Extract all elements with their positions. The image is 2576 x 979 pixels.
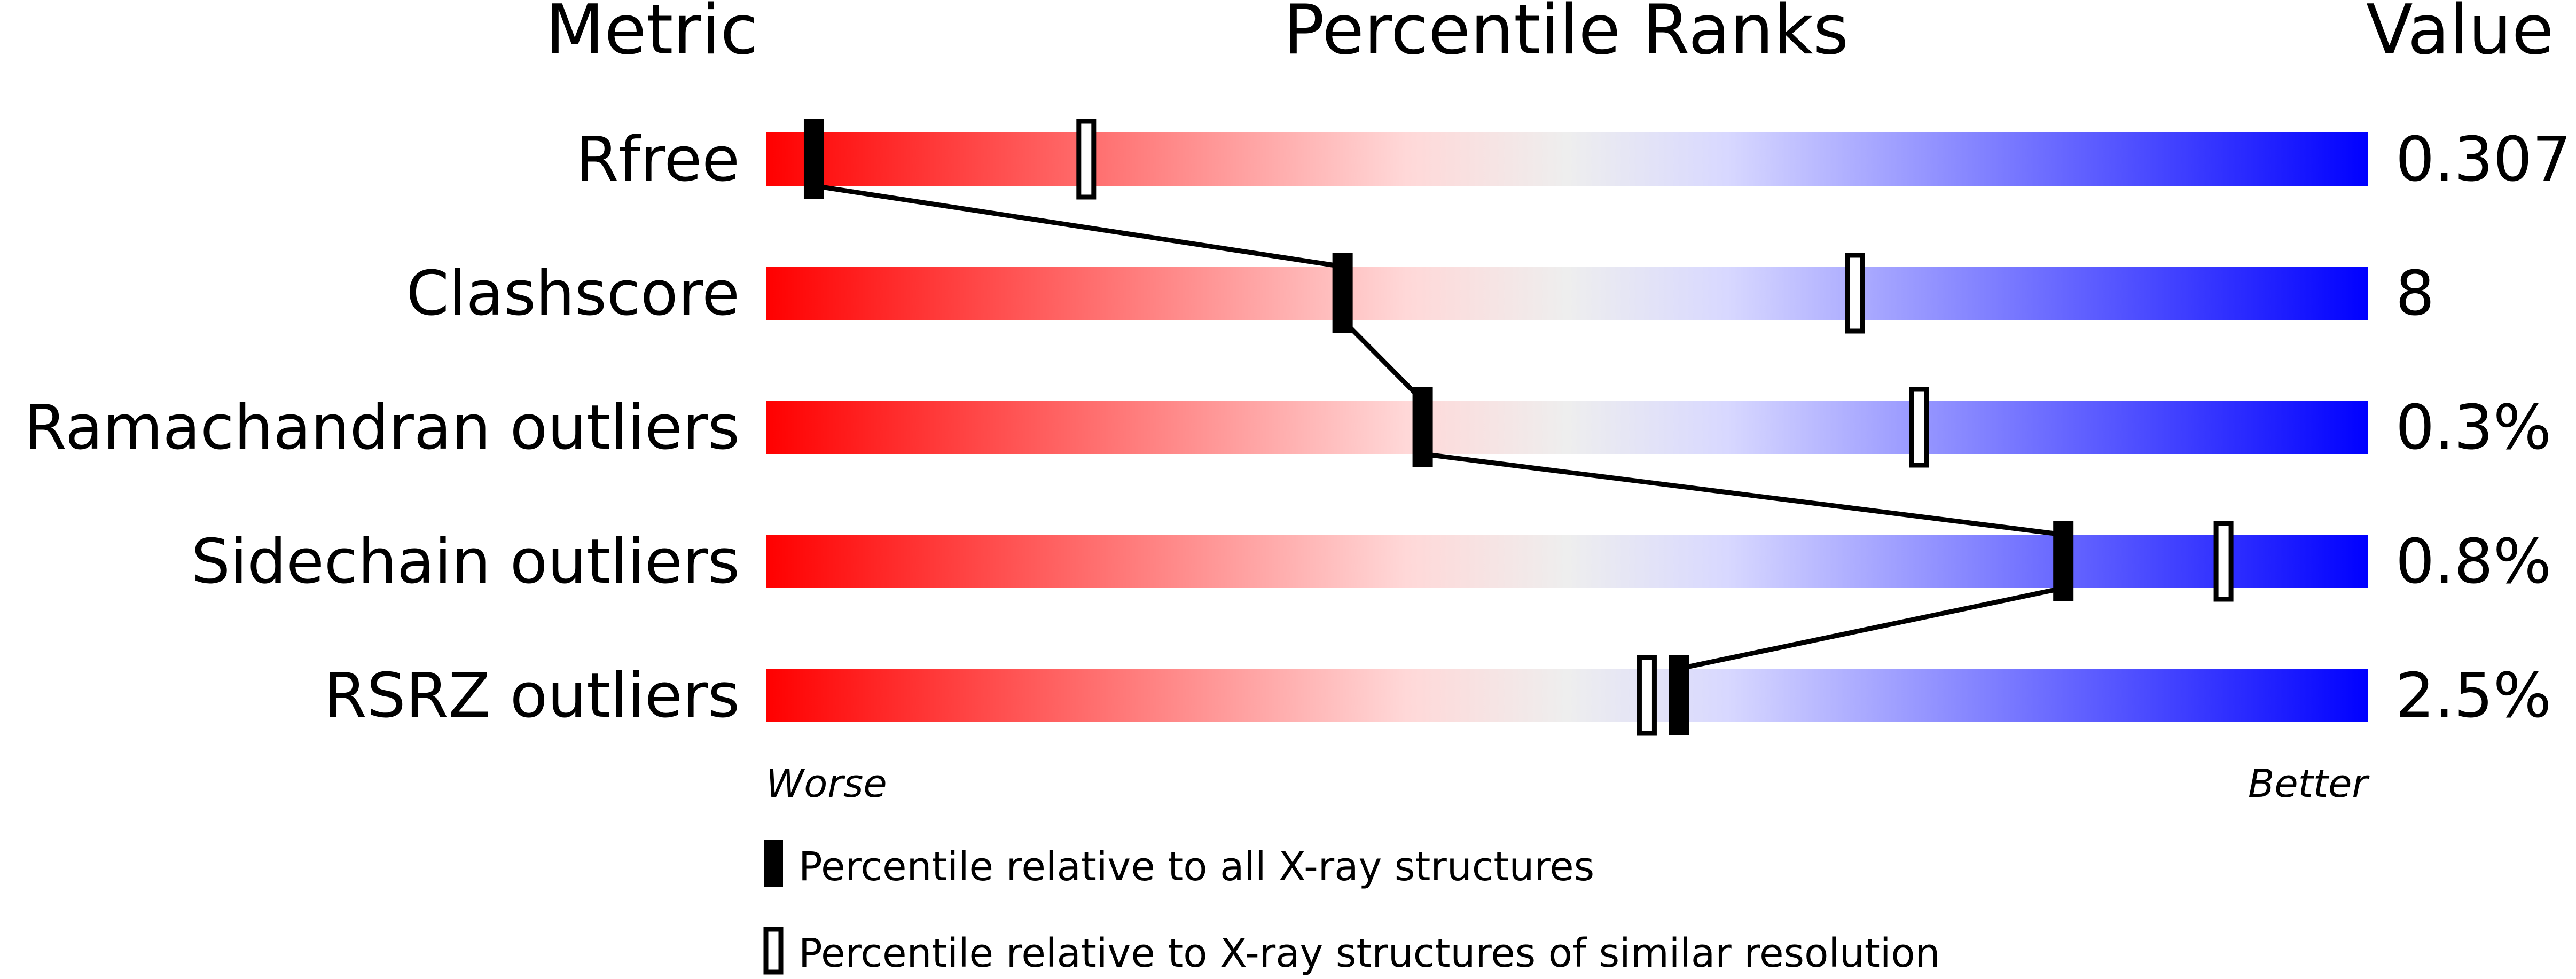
marker-all-structures [803,119,824,199]
connector-line [1422,451,2064,537]
connector-line [1678,585,2064,671]
marker-all-structures [2053,521,2074,601]
legend-label-similar: Percentile relative to X-ray structures … [798,930,1940,976]
marker-similar-resolution [2213,521,2234,602]
metric-label: RSRZ outliers [324,660,740,732]
gradient-bar [766,401,2368,454]
gradient-bar [766,267,2368,320]
metric-value: 0.3% [2395,392,2551,464]
gradient-bar [766,669,2368,722]
marker-all-structures [1332,253,1353,333]
better-label: Better [2248,761,2370,806]
metric-value: 8 [2395,258,2434,330]
metric-label: Ramachandran outliers [24,392,740,464]
marker-all-structures [1412,387,1433,467]
marker-similar-resolution [1076,119,1097,200]
legend-open-marker [763,927,784,975]
header-metric: Metric [545,0,758,70]
header-value: Value [2366,0,2554,70]
metric-label: Clashscore [406,258,740,330]
worse-label: Worse [766,761,887,806]
header-percentile-ranks: Percentile Ranks [1283,0,1849,70]
connector-line [813,183,1343,269]
metric-label: Sidechain outliers [191,526,740,598]
marker-similar-resolution [1909,387,1929,468]
metric-label: Rfree [576,124,740,195]
gradient-bar [766,132,2368,186]
metric-value: 2.5% [2395,660,2551,732]
marker-similar-resolution [1845,253,1865,334]
metric-value: 0.307 [2395,124,2571,195]
gradient-bar [766,535,2368,588]
marker-all-structures [1669,655,1689,735]
legend-label-all: Percentile relative to all X-ray structu… [798,844,1594,890]
metric-value: 0.8% [2395,526,2551,598]
legend-filled-marker [764,840,783,887]
marker-similar-resolution [1637,655,1657,736]
connector-line [1341,318,1424,403]
